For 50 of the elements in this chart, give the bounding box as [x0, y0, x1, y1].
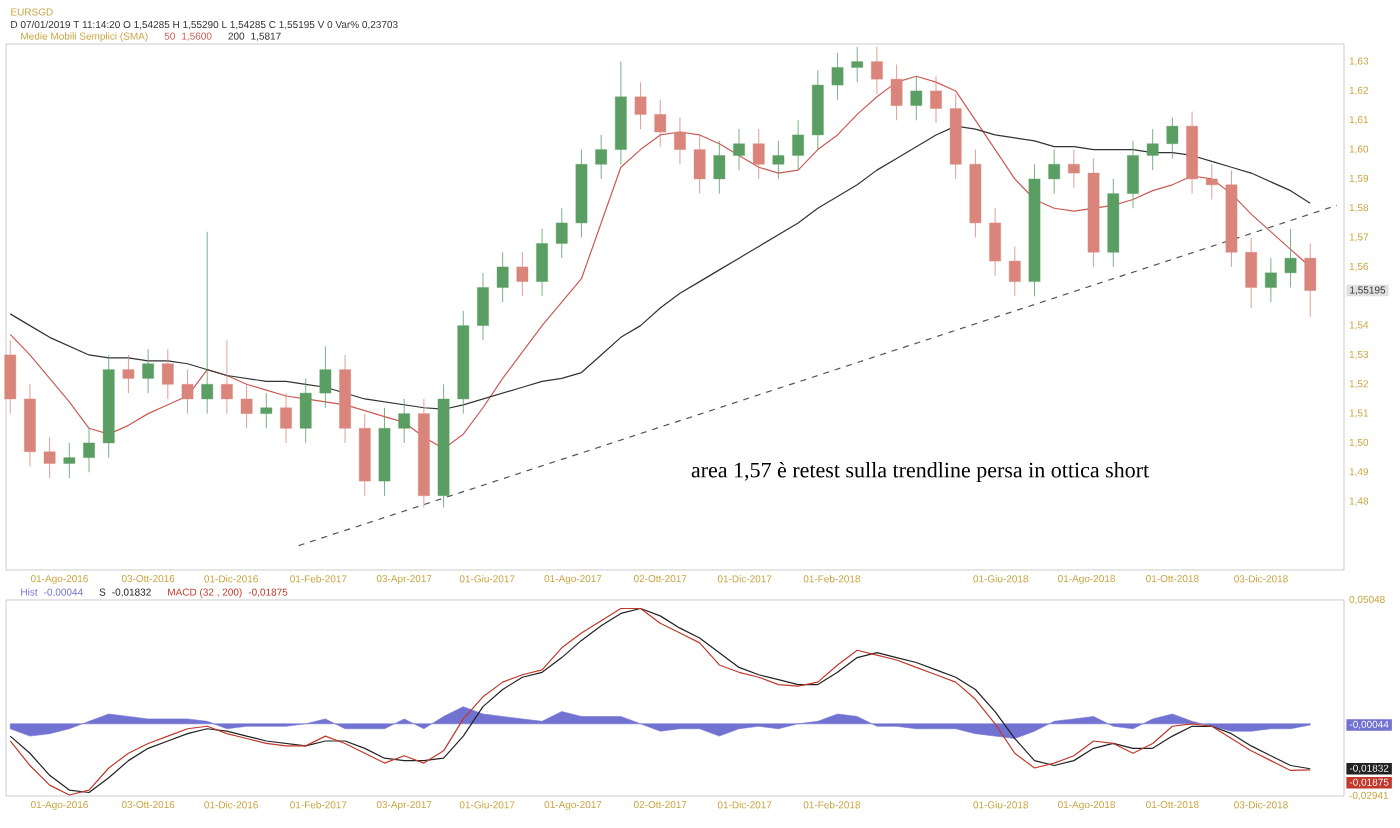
candlestick: [713, 140, 726, 195]
candlestick: [1304, 243, 1317, 318]
candlestick: [516, 251, 529, 297]
candlestick: [674, 116, 686, 165]
candlestick: [260, 392, 273, 429]
candlestick: [792, 119, 804, 171]
candlestick: [162, 348, 174, 400]
candlestick: [299, 378, 312, 444]
candlestick: [1127, 140, 1139, 209]
candlestick: [930, 75, 942, 124]
candlestick: [772, 140, 785, 180]
candlestick: [890, 64, 903, 121]
candlestick: [1068, 149, 1080, 189]
candlestick: [1284, 228, 1297, 288]
candlestick: [733, 128, 745, 171]
candlestick: [122, 354, 135, 394]
candlestick: [910, 75, 923, 121]
candlestick: [63, 442, 76, 479]
candlestick: [1166, 116, 1179, 159]
candlestick: [43, 436, 56, 479]
candlestick: [1048, 149, 1061, 195]
candlestick: [1205, 163, 1218, 200]
candlestick: [1265, 257, 1277, 303]
candlestick: [319, 345, 332, 409]
candlestick: [654, 99, 667, 148]
candlestick: [83, 427, 95, 473]
candlestick: [693, 134, 706, 195]
candlestick: [871, 46, 883, 95]
candlestick: [851, 46, 864, 83]
candlestick: [989, 207, 1001, 277]
candlestick: [1245, 237, 1257, 309]
candlestick: [201, 231, 214, 415]
candlestick: [181, 369, 194, 415]
candlestick: [142, 348, 154, 394]
candlestick: [555, 207, 568, 259]
candlestick: [1146, 128, 1159, 171]
candlestick: [752, 128, 765, 180]
candlestick: [496, 251, 509, 303]
annotation: area 1,57 è retest sulla trendline persa in ottica short: [691, 462, 1150, 482]
candlestick: [634, 81, 647, 130]
candlestick: [280, 392, 292, 444]
candlestick: [4, 339, 17, 415]
candlestick: [536, 228, 548, 297]
candlestick: [595, 134, 607, 180]
candlestick: [221, 339, 233, 415]
candlestick: [477, 272, 489, 341]
candlestick: [1008, 246, 1021, 297]
candlestick: [398, 398, 411, 444]
candlestick: [240, 383, 253, 429]
candlestick: [831, 52, 844, 101]
